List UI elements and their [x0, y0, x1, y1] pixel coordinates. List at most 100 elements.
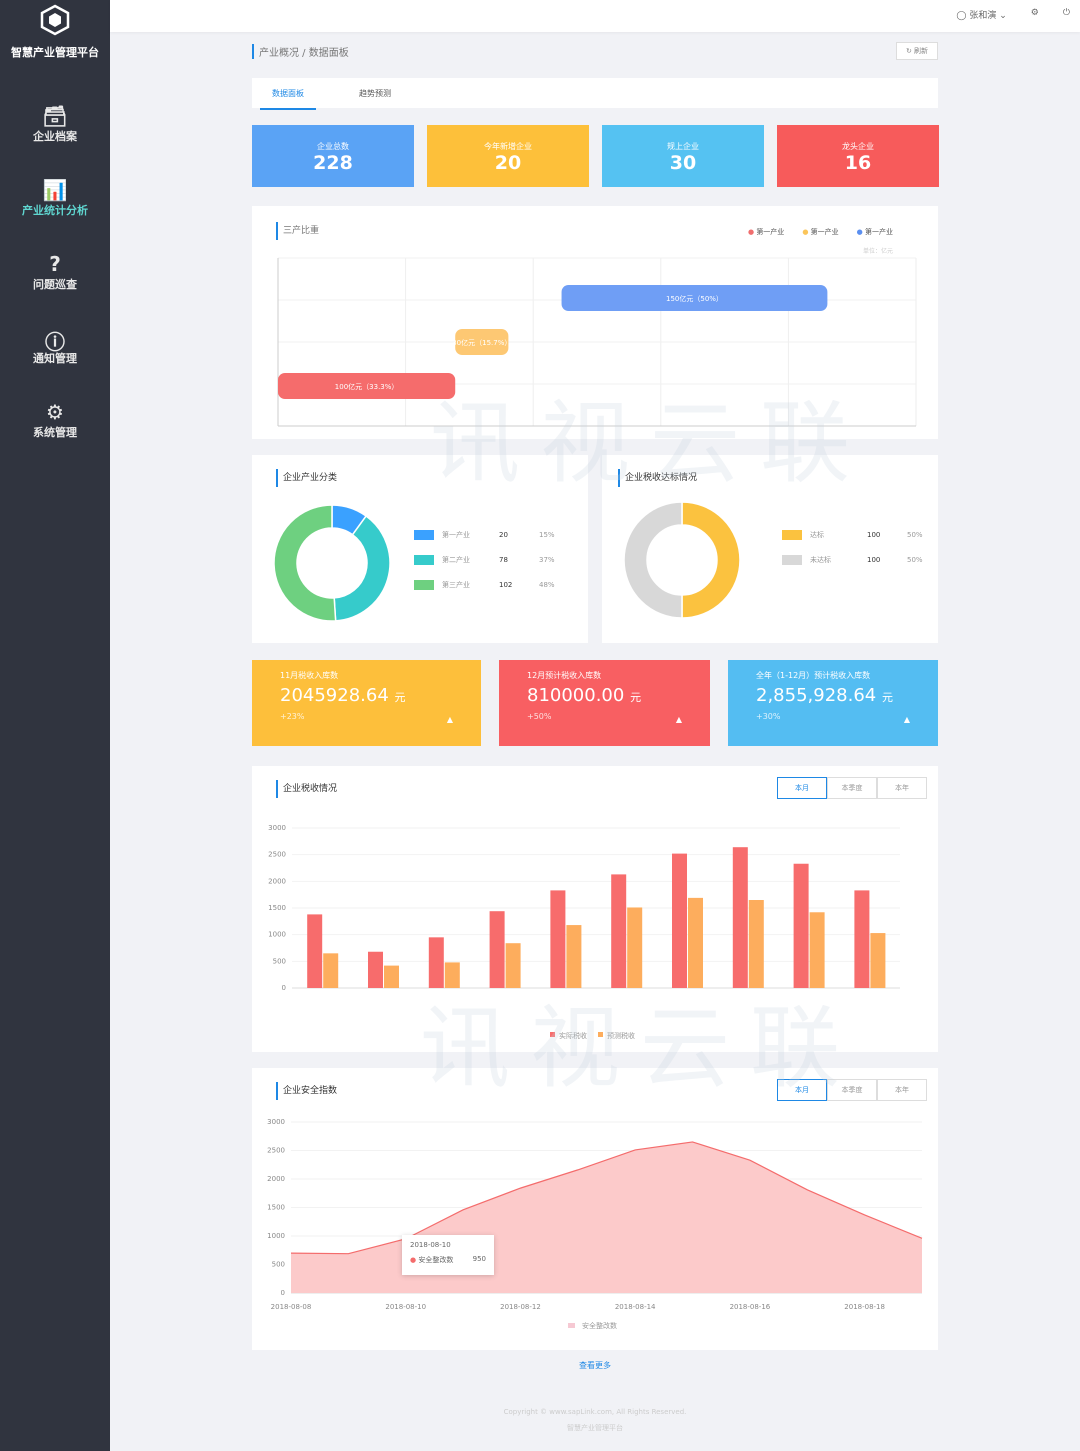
period-option[interactable]: 本季度 [827, 1079, 877, 1101]
revenue-card: 11月税收入库数 2045928.64 元 +23% ▲ [252, 660, 481, 746]
stat-value: 30 [669, 152, 697, 174]
sidebar-item[interactable]: ? 问题巡查 [0, 238, 110, 312]
period-option[interactable]: 本月 [777, 1079, 827, 1101]
question-icon: ? [49, 252, 61, 276]
tooltip-value: 950 [472, 1255, 486, 1263]
stat-value: 16 [844, 152, 872, 174]
revenue-value: 2,855,928.64 元 [756, 685, 910, 706]
legend-row: 第一产业 20 15% [414, 530, 555, 540]
stat-card: 今年新增企业 20 [427, 125, 589, 187]
tab-forecast[interactable]: 趋势预测 [359, 89, 391, 98]
legend-dot-icon: ● [802, 228, 811, 236]
y-tick-label: 2000 [268, 877, 286, 885]
revenue-change: +23% [280, 712, 305, 721]
period-option[interactable]: 本年 [877, 777, 927, 799]
period-option[interactable]: 本季度 [827, 777, 877, 799]
unit-note: 单位：亿元 [862, 248, 893, 255]
y-tick-label: 0 [281, 1289, 285, 1297]
legend-item: ● 第一产业 [802, 227, 838, 237]
bar [368, 951, 383, 988]
area-line [290, 1141, 923, 1255]
revenue-amount: 810000.00 [527, 685, 625, 706]
donut-slice [681, 501, 741, 619]
revenue-card: 全年（1-12月）预计税收入库数 2,855,928.64 元 +30% ▲ [728, 660, 938, 746]
revenue-amount: 2,855,928.64 [756, 685, 877, 706]
panel-title: 企业税收达标情况 [618, 469, 697, 487]
chart-icon: 📊 [42, 178, 68, 202]
refresh-button[interactable]: ↻ 刷新 [896, 42, 938, 60]
arrow-up-icon: ▲ [675, 715, 682, 724]
stat-label: 规上企业 [667, 142, 699, 151]
bar [505, 943, 521, 988]
bar [611, 874, 627, 988]
sidebar-item-label: 通知管理 [33, 352, 77, 365]
logo: 智慧产业管理平台 [0, 0, 110, 68]
legend-swatch [414, 530, 434, 540]
legend-label: 第一产业 [865, 228, 893, 236]
x-tick-label: 2018-08-16 [730, 1303, 771, 1311]
y-tick-label: 0 [282, 984, 286, 992]
sidebar-item[interactable]: ⚙ 系统管理 [0, 386, 110, 460]
user-menu[interactable]: ◯ 张和演 ⌄ [956, 11, 1007, 21]
stat-card: 企业总数 228 [252, 125, 414, 187]
gears-icon: ⚙ [46, 400, 64, 424]
y-tick-label: 3000 [267, 1118, 285, 1126]
x-tick-label: 2018-08-12 [500, 1303, 541, 1311]
legend-row: 达标 100 50% [782, 530, 923, 540]
view-more-link[interactable]: 查看更多 [579, 1361, 611, 1370]
legend-swatch [782, 555, 802, 565]
legend-percent: 37% [539, 556, 555, 564]
stat-card: 龙头企业 16 [777, 125, 939, 187]
stat-label: 龙头企业 [842, 142, 874, 151]
sidebar-item-label: 系统管理 [33, 426, 77, 439]
sidebar-item[interactable]: ⓘ 通知管理 [0, 312, 110, 386]
legend-label: 实际税收 [559, 1031, 587, 1040]
tab-dashboard[interactable]: 数据面板 [260, 88, 316, 110]
stat-value: 228 [313, 152, 353, 174]
revenue-value: 810000.00 元 [527, 685, 682, 706]
sidebar-item[interactable]: 📊 产业统计分析 [0, 164, 110, 238]
power-icon[interactable]: ⏻ [1062, 8, 1070, 18]
industry-ratio-chart: 100亿元（33.3%） 30亿元（15.7%） 150亿元（50%） [277, 257, 917, 427]
period-option[interactable]: 本年 [877, 1079, 927, 1101]
gear-icon[interactable]: ⚙ [1030, 8, 1039, 18]
y-tick-label: 2500 [268, 851, 286, 859]
tax-bar-chart: 0 500 1000 1500 2000 2500 3000 实际税收 预测税收 [268, 824, 900, 1040]
user-name: 张和演 [969, 11, 997, 21]
donut-slice [623, 501, 683, 619]
legend-count: 102 [499, 581, 513, 589]
bar [672, 853, 687, 988]
revenue-label: 12月预计税收入库数 [527, 671, 602, 680]
legend-dot-icon: ● [856, 228, 865, 236]
safety-panel: 企业安全指数 本月 本季度 本年 0 500 1000 1500 2000 2500 3000 2… [252, 1068, 938, 1350]
industry-ratio-panel: 三产比重 ● 第一产业 ● 第一产业 ● 第一产业 单位：亿元 100亿元（33.3… [252, 206, 938, 439]
legend-name: 第一产业 [442, 531, 470, 539]
revenue-change: +30% [756, 712, 781, 721]
legend-percent: 48% [539, 581, 555, 589]
industry-class-panel: 企业产业分类 第一产业 20 15% 第二产业 78 37% 第三产业 102 48% [252, 455, 588, 643]
arrow-up-icon: ▲ [446, 715, 453, 724]
breadcrumb: 产业概况 / 数据面板 [252, 44, 349, 59]
legend-percent: 15% [539, 531, 555, 539]
y-tick-label: 500 [272, 1261, 285, 1269]
period-option[interactable]: 本月 [777, 777, 827, 799]
stat-value: 20 [494, 152, 522, 174]
legend-row: 第三产业 102 48% [414, 580, 555, 590]
bar [489, 911, 505, 988]
panel-title: 三产比重 [276, 222, 319, 240]
sidebar: 智慧产业管理平台 🗃 企业档案 📊 产业统计分析? 问题巡查 ⓘ 通知管理 ⚙ 系统管理 [0, 0, 110, 1451]
revenue-card: 12月预计税收入库数 810000.00 元 +50% ▲ [499, 660, 710, 746]
legend-name: 达标 [810, 531, 824, 539]
y-tick-label: 1500 [267, 1204, 285, 1212]
sidebar-item[interactable]: 🗃 企业档案 [0, 90, 110, 164]
revenue-value: 2045928.64 元 [280, 685, 453, 706]
legend-dot-icon: ● [747, 228, 757, 236]
donut-slice [273, 504, 337, 622]
stat-label: 企业总数 [317, 142, 349, 151]
logo-cube-icon [40, 4, 70, 36]
panel-title: 企业安全指数 [276, 1082, 337, 1100]
bar [732, 847, 748, 988]
panel-title: 企业产业分类 [276, 469, 337, 487]
legend-label: 安全整改数 [582, 1321, 617, 1330]
legend-swatch [598, 1032, 603, 1037]
